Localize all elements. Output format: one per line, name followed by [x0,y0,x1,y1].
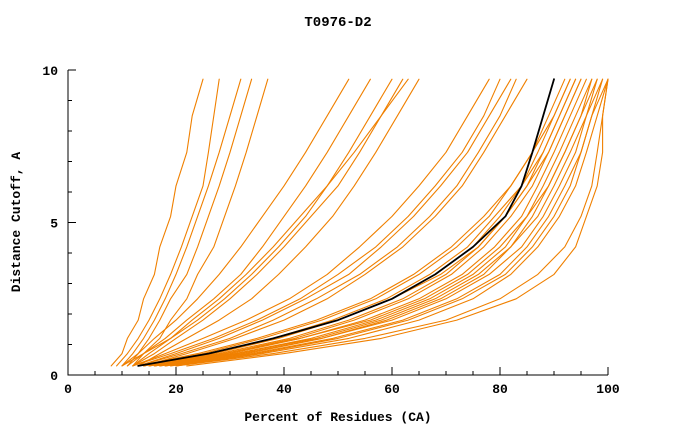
x-tick-label: 20 [168,382,184,397]
chart-line-model-25 [148,78,593,367]
chart-line-model-29 [137,78,571,367]
chart-title: T0976-D2 [304,15,371,31]
chart-line-model-01 [110,78,204,367]
chart-line-model-03 [121,78,242,367]
chart-line-reference [137,78,555,367]
chart-line-model-07 [126,78,371,367]
chart-line-model-32 [175,78,609,367]
y-tick-label: 0 [50,369,58,384]
chart-line-model-21 [148,78,577,367]
x-tick-label: 40 [276,382,292,397]
y-tick-label: 5 [50,217,58,232]
chart-line-model-30 [143,78,582,367]
chart-line-model-33 [175,78,609,367]
chart-line-model-04 [126,78,253,367]
chart-line-model-23 [159,78,593,367]
x-tick-label: 60 [384,382,400,397]
chart-line-model-08 [132,78,404,367]
y-axis-title: Distance Cutoff, A [9,152,24,293]
x-tick-label: 100 [596,382,620,397]
x-tick-label: 0 [64,382,72,397]
series-lines [110,78,609,367]
chart-line-model-13 [137,78,512,367]
chart-line-model-14 [143,78,528,367]
x-tick-label: 80 [492,382,508,397]
chart-line-model-06 [121,78,350,367]
y-tick-label: 10 [42,64,58,79]
chart-line-model-16 [137,78,517,367]
chart-line-model-27 [159,78,604,367]
chart-line-model-02 [116,78,220,367]
chart-line-model-09 [137,78,420,367]
chart-line-model-05 [132,78,269,367]
chart-line-model-26 [153,78,598,367]
axes: 0 20 40 60 80 100 0 5 10 [42,64,620,397]
chart-line-model-12 [132,78,490,367]
chart-line-model-34 [186,78,609,367]
x-axis-title: Percent of Residues (CA) [244,410,431,425]
chart-line-model-15 [132,78,501,367]
chart-line-model-31 [170,78,604,367]
chart-line-model-11 [132,78,409,367]
